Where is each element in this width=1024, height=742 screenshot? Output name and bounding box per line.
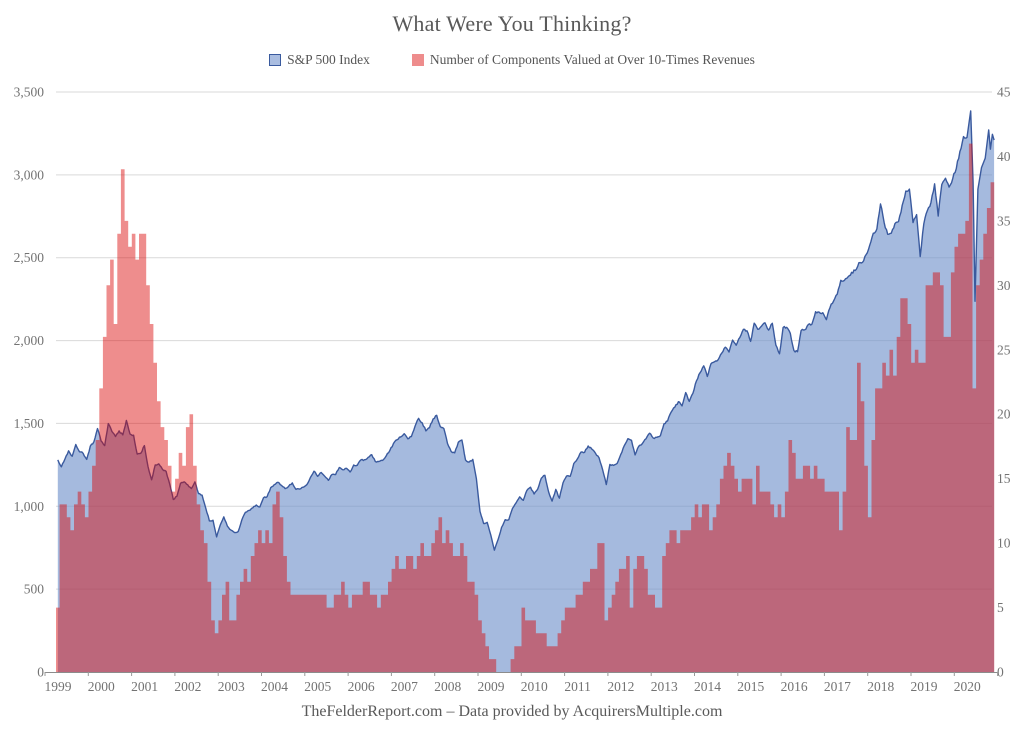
svg-text:2,000: 2,000 xyxy=(14,333,45,348)
svg-text:2017: 2017 xyxy=(824,679,851,694)
svg-text:2001: 2001 xyxy=(131,679,158,694)
svg-text:2004: 2004 xyxy=(261,679,288,694)
svg-text:35: 35 xyxy=(997,213,1011,228)
svg-text:2009: 2009 xyxy=(478,679,505,694)
svg-text:2008: 2008 xyxy=(434,679,461,694)
svg-text:0: 0 xyxy=(997,665,1004,680)
chart-title: What Were You Thinking? xyxy=(392,11,632,36)
components-swatch-icon xyxy=(411,54,424,66)
svg-text:20: 20 xyxy=(997,407,1011,422)
chart-footer: TheFelderReport.com – Data provided by A… xyxy=(301,703,723,720)
svg-text:30: 30 xyxy=(997,278,1011,293)
svg-text:2005: 2005 xyxy=(304,679,331,694)
svg-text:40: 40 xyxy=(997,149,1011,164)
svg-text:2012: 2012 xyxy=(607,679,634,694)
svg-text:2016: 2016 xyxy=(781,679,808,694)
svg-text:25: 25 xyxy=(997,342,1011,357)
sp500-swatch-icon xyxy=(269,54,282,66)
legend-item-sp500: S&P 500 Index xyxy=(269,52,370,68)
svg-text:3,000: 3,000 xyxy=(14,167,45,182)
svg-text:2020: 2020 xyxy=(954,679,981,694)
svg-text:2015: 2015 xyxy=(737,679,764,694)
svg-text:2010: 2010 xyxy=(521,679,548,694)
svg-text:500: 500 xyxy=(24,582,45,597)
svg-text:2018: 2018 xyxy=(867,679,894,694)
legend-label-components: Number of Components Valued at Over 10-T… xyxy=(429,52,755,67)
svg-text:1,000: 1,000 xyxy=(14,499,45,514)
svg-text:10: 10 xyxy=(997,536,1011,551)
svg-text:2002: 2002 xyxy=(174,679,201,694)
svg-text:2013: 2013 xyxy=(651,679,678,694)
svg-text:2007: 2007 xyxy=(391,679,418,694)
svg-text:2019: 2019 xyxy=(911,679,938,694)
svg-text:3,500: 3,500 xyxy=(14,85,45,100)
svg-text:45: 45 xyxy=(997,85,1011,100)
chart-legend: S&P 500 Index Number of Components Value… xyxy=(0,52,1024,68)
svg-text:5: 5 xyxy=(997,600,1004,615)
svg-text:2011: 2011 xyxy=(564,679,591,694)
legend-item-components: Number of Components Valued at Over 10-T… xyxy=(411,52,755,68)
svg-text:2000: 2000 xyxy=(88,679,115,694)
svg-text:1,500: 1,500 xyxy=(14,416,45,431)
svg-text:2006: 2006 xyxy=(348,679,375,694)
svg-text:2014: 2014 xyxy=(694,679,721,694)
svg-text:15: 15 xyxy=(997,471,1011,486)
legend-label-sp500: S&P 500 Index xyxy=(287,52,370,67)
svg-text:1999: 1999 xyxy=(45,679,72,694)
svg-text:2,500: 2,500 xyxy=(14,250,45,265)
svg-text:0: 0 xyxy=(37,665,44,680)
svg-text:2003: 2003 xyxy=(218,679,245,694)
